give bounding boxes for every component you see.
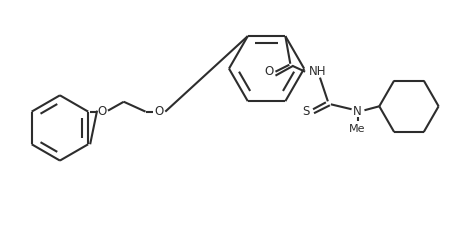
Text: O: O — [155, 105, 164, 118]
Text: S: S — [303, 105, 310, 118]
Text: O: O — [264, 65, 273, 78]
Text: Me: Me — [349, 124, 366, 134]
Text: N: N — [353, 105, 362, 118]
Text: O: O — [97, 105, 106, 118]
Text: NH: NH — [309, 65, 327, 78]
